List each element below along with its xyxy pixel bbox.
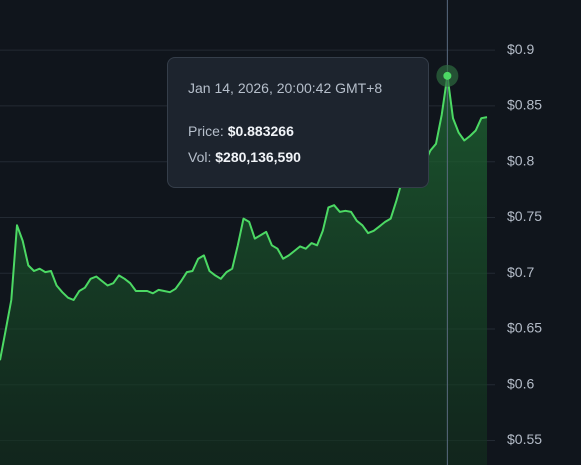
y-tick-label: $0.85 — [507, 97, 542, 113]
area-fill — [0, 75, 487, 465]
y-tick-label: $0.7 — [507, 264, 534, 280]
price-value: $0.883266 — [227, 123, 294, 139]
tooltip-date: Jan 14, 2026, 20:00:42 GMT+8 — [188, 80, 383, 96]
tooltip-price: Price: $0.883266 — [188, 123, 294, 139]
y-tick-label: $0.65 — [507, 320, 542, 336]
volume-value: $280,136,590 — [215, 149, 301, 165]
y-tick-label: $0.9 — [507, 41, 534, 57]
volume-label: Vol: — [188, 149, 212, 165]
y-tick-label: $0.55 — [507, 431, 542, 447]
y-tick-label: $0.6 — [507, 375, 534, 391]
y-tick-label: $0.8 — [507, 152, 534, 168]
tooltip: Jan 14, 2026, 20:00:42 GMT+8 Price: $0.8… — [167, 57, 429, 188]
price-label: Price: — [188, 123, 224, 139]
tooltip-volume: Vol: $280,136,590 — [188, 149, 301, 165]
y-tick-label: $0.75 — [507, 208, 542, 224]
hover-point — [443, 71, 452, 80]
